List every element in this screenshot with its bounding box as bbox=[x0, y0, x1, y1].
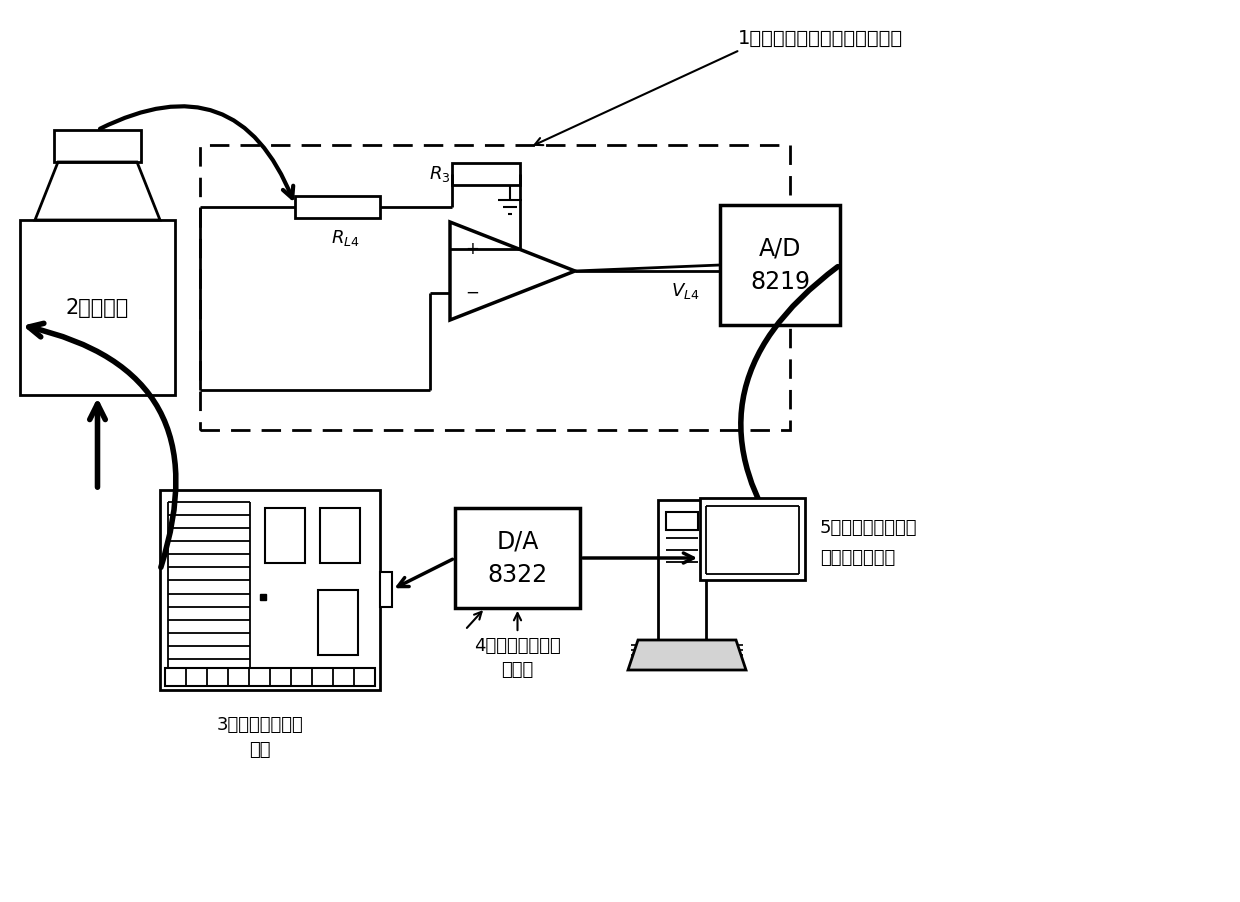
Bar bbox=[165, 668, 374, 686]
Bar bbox=[720, 205, 839, 325]
Text: 1、基于传感器阵列的检测电路: 1、基于传感器阵列的检测电路 bbox=[738, 29, 903, 48]
Bar bbox=[666, 512, 698, 530]
Text: 5、测试系统上位机: 5、测试系统上位机 bbox=[820, 519, 918, 537]
Bar bbox=[701, 498, 805, 580]
Text: A/D
8219: A/D 8219 bbox=[750, 236, 810, 294]
Text: −: − bbox=[465, 284, 479, 302]
Bar bbox=[265, 508, 305, 563]
Text: +: + bbox=[465, 240, 479, 258]
Bar bbox=[20, 220, 175, 395]
Bar bbox=[200, 145, 790, 430]
Text: $R_{L4}$: $R_{L4}$ bbox=[331, 228, 360, 248]
Text: 控制及分析软件: 控制及分析软件 bbox=[820, 549, 895, 567]
Bar bbox=[379, 572, 392, 607]
Bar bbox=[317, 590, 358, 655]
Bar bbox=[295, 196, 379, 218]
Bar bbox=[160, 490, 379, 690]
Text: $R_3$: $R_3$ bbox=[429, 164, 450, 184]
Text: 理电路: 理电路 bbox=[501, 661, 533, 679]
Bar bbox=[453, 163, 520, 185]
Text: 4、信号采集及处: 4、信号采集及处 bbox=[474, 637, 560, 655]
Text: $V_{L4}$: $V_{L4}$ bbox=[671, 281, 699, 301]
Text: D/A
8322: D/A 8322 bbox=[487, 529, 548, 586]
Bar bbox=[455, 508, 580, 608]
Text: 3、动态配气扫气: 3、动态配气扫气 bbox=[217, 716, 304, 734]
Bar bbox=[320, 508, 360, 563]
Text: 装置: 装置 bbox=[249, 741, 270, 759]
Bar bbox=[55, 130, 141, 162]
Polygon shape bbox=[627, 640, 746, 670]
Bar bbox=[658, 500, 706, 640]
Text: 2、测试腔: 2、测试腔 bbox=[66, 298, 129, 318]
